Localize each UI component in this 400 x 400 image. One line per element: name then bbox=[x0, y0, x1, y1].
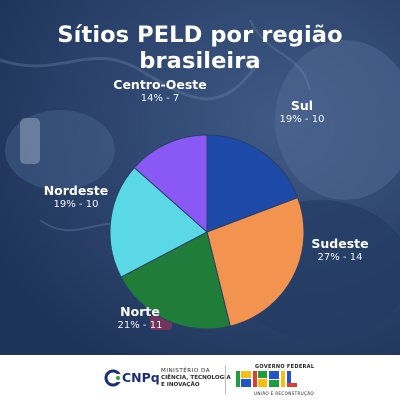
chart-title: Sítios PELD por região brasileira bbox=[57, 22, 343, 74]
slice-name-centro-oeste: Centro-Oeste bbox=[113, 77, 207, 92]
label-nordeste: Nordeste 19% - 10 bbox=[28, 183, 124, 211]
slice-value-sul: 19% - 10 bbox=[279, 114, 325, 125]
footer-divider bbox=[225, 365, 226, 395]
ministry-line-2: CIÊNCIA, TECNOLOGIA bbox=[161, 375, 231, 381]
cnpq-logo-icon bbox=[104, 369, 122, 387]
slice-name-nordeste: Nordeste bbox=[43, 183, 109, 198]
ministry-line-1: MINISTÉRIO DA bbox=[161, 368, 211, 374]
cnpq-wordmark: CNPq bbox=[122, 370, 160, 385]
ministry-wordmark: MINISTÉRIO DA CIÊNCIA, TECNOLOGIA E INOV… bbox=[161, 368, 231, 389]
brasil-logo bbox=[236, 371, 297, 387]
slice-name-sul: Sul bbox=[290, 98, 314, 113]
slice-value-centro-oeste: 14% - 7 bbox=[140, 93, 180, 104]
slice-name-sudeste: Sudeste bbox=[311, 236, 369, 251]
gov-title: GOVERNO FEDERAL bbox=[255, 364, 315, 370]
footer-logos bbox=[0, 355, 400, 400]
slice-name-norte: Norte bbox=[120, 304, 160, 319]
slice-value-sudeste: 27% - 14 bbox=[317, 252, 363, 263]
slice-value-norte: 21% - 11 bbox=[117, 320, 163, 331]
ministry-line-3: E INOVAÇÃO bbox=[161, 382, 200, 388]
slice-value-nordeste: 19% - 10 bbox=[53, 199, 99, 210]
label-centro-oeste: Centro-Oeste 14% - 7 bbox=[112, 77, 208, 105]
label-sudeste: Sudeste 27% - 14 bbox=[306, 236, 374, 264]
label-norte: Norte 21% - 11 bbox=[112, 304, 168, 332]
label-sul: Sul 19% - 10 bbox=[276, 98, 328, 126]
gov-slogan: UNIÃO E RECONSTRUÇÃO bbox=[254, 391, 314, 396]
